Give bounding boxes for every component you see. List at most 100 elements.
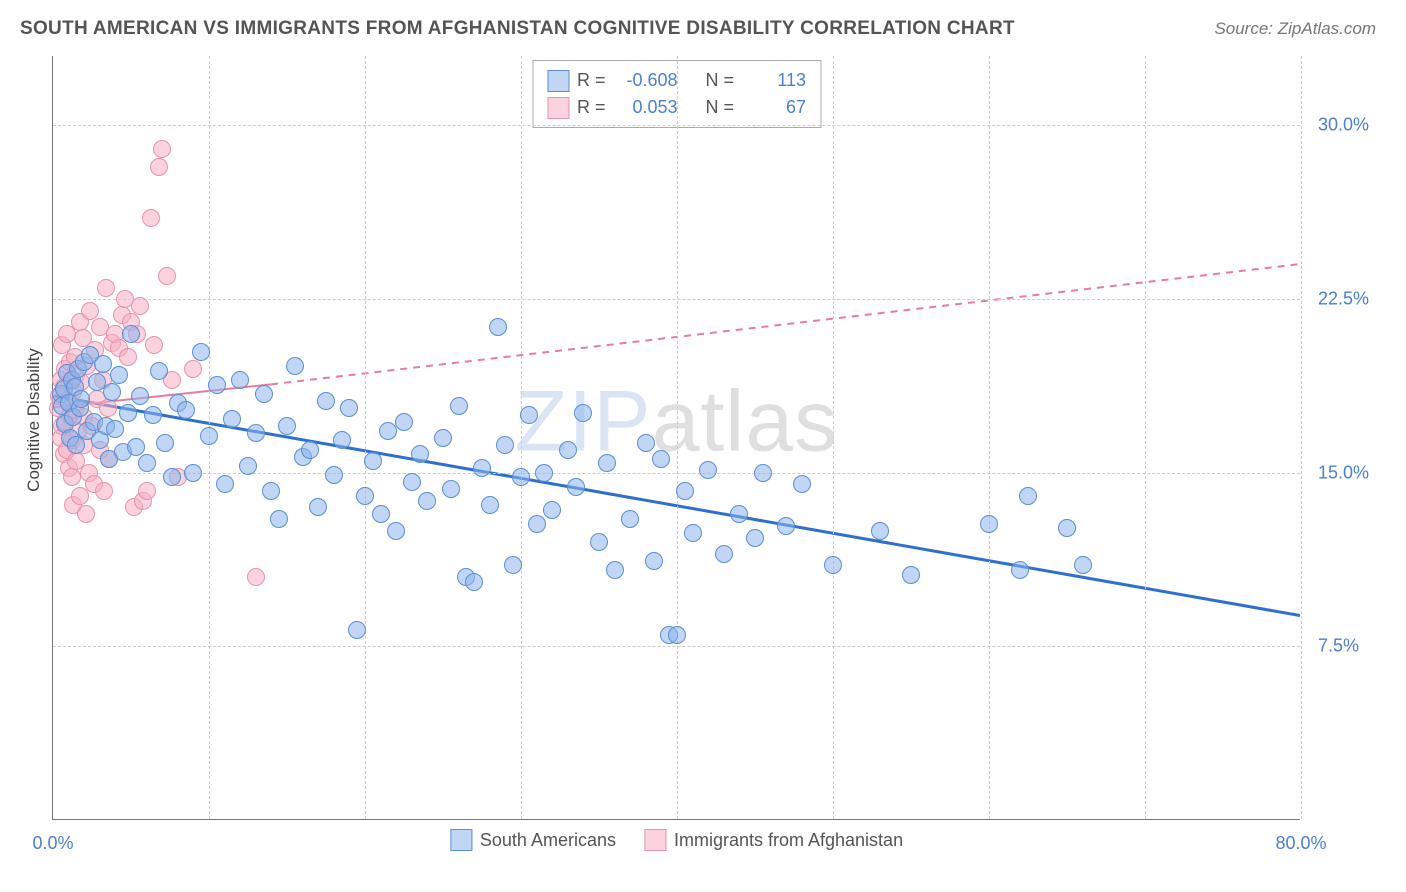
data-point-blue bbox=[177, 401, 195, 419]
data-point-blue bbox=[652, 450, 670, 468]
swatch-pink bbox=[547, 97, 569, 119]
data-point-blue bbox=[1074, 556, 1092, 574]
swatch-blue bbox=[547, 70, 569, 92]
data-point-blue bbox=[418, 492, 436, 510]
data-point-blue bbox=[684, 524, 702, 542]
y-tick-label: 15.0% bbox=[1318, 462, 1398, 483]
data-point-blue bbox=[364, 452, 382, 470]
data-point-blue bbox=[119, 404, 137, 422]
data-point-blue bbox=[777, 517, 795, 535]
data-point-blue bbox=[340, 399, 358, 417]
data-point-pink bbox=[150, 158, 168, 176]
data-point-pink bbox=[63, 468, 81, 486]
data-point-blue bbox=[559, 441, 577, 459]
data-point-pink bbox=[77, 505, 95, 523]
data-point-pink bbox=[81, 302, 99, 320]
data-point-blue bbox=[286, 357, 304, 375]
data-point-blue bbox=[567, 478, 585, 496]
data-point-blue bbox=[239, 457, 257, 475]
data-point-blue bbox=[512, 468, 530, 486]
data-point-blue bbox=[247, 424, 265, 442]
data-point-blue bbox=[110, 366, 128, 384]
legend-label-pink: Immigrants from Afghanistan bbox=[674, 830, 903, 851]
legend-label-blue: South Americans bbox=[480, 830, 616, 851]
y-axis-label: Cognitive Disability bbox=[24, 348, 44, 492]
data-point-blue bbox=[317, 392, 335, 410]
data-point-blue bbox=[144, 406, 162, 424]
data-point-pink bbox=[184, 360, 202, 378]
data-point-blue bbox=[621, 510, 639, 528]
data-point-pink bbox=[97, 279, 115, 297]
swatch-blue bbox=[450, 829, 472, 851]
data-point-blue bbox=[473, 459, 491, 477]
source-label: Source: ZipAtlas.com bbox=[1214, 19, 1376, 39]
data-point-blue bbox=[122, 325, 140, 343]
data-point-blue bbox=[481, 496, 499, 514]
data-point-blue bbox=[598, 454, 616, 472]
data-point-blue bbox=[150, 362, 168, 380]
data-point-blue bbox=[231, 371, 249, 389]
gridline-v bbox=[833, 56, 834, 819]
data-point-blue bbox=[372, 505, 390, 523]
gridline-v bbox=[1301, 56, 1302, 819]
data-point-blue bbox=[200, 427, 218, 445]
data-point-blue bbox=[871, 522, 889, 540]
data-point-blue bbox=[333, 431, 351, 449]
data-point-blue bbox=[106, 420, 124, 438]
data-point-blue bbox=[504, 556, 522, 574]
bottom-legend: South Americans Immigrants from Afghanis… bbox=[450, 829, 903, 851]
data-point-pink bbox=[145, 336, 163, 354]
n-label: N = bbox=[706, 67, 735, 94]
watermark-atlas: atlas bbox=[652, 374, 839, 470]
data-point-blue bbox=[465, 573, 483, 591]
data-point-blue bbox=[699, 461, 717, 479]
data-point-blue bbox=[278, 417, 296, 435]
data-point-blue bbox=[574, 404, 592, 422]
data-point-blue bbox=[348, 621, 366, 639]
gridline-v bbox=[365, 56, 366, 819]
data-point-blue bbox=[156, 434, 174, 452]
data-point-blue bbox=[270, 510, 288, 528]
data-point-blue bbox=[980, 515, 998, 533]
data-point-pink bbox=[131, 297, 149, 315]
data-point-blue bbox=[192, 343, 210, 361]
data-point-pink bbox=[99, 399, 117, 417]
x-tick-start: 0.0% bbox=[32, 833, 73, 854]
data-point-pink bbox=[119, 348, 137, 366]
data-point-pink bbox=[158, 267, 176, 285]
data-point-blue bbox=[496, 436, 514, 454]
data-point-blue bbox=[131, 387, 149, 405]
data-point-blue bbox=[730, 505, 748, 523]
data-point-pink bbox=[142, 209, 160, 227]
watermark-zip: ZIP bbox=[515, 374, 652, 470]
data-point-pink bbox=[153, 140, 171, 158]
data-point-blue bbox=[301, 441, 319, 459]
chart-title: SOUTH AMERICAN VS IMMIGRANTS FROM AFGHAN… bbox=[20, 18, 1015, 40]
data-point-blue bbox=[411, 445, 429, 463]
data-point-blue bbox=[395, 413, 413, 431]
gridline-v bbox=[521, 56, 522, 819]
data-point-pink bbox=[95, 482, 113, 500]
data-point-blue bbox=[325, 466, 343, 484]
data-point-blue bbox=[715, 545, 733, 563]
n-value-pink: 67 bbox=[742, 94, 806, 121]
x-tick-end: 80.0% bbox=[1275, 833, 1326, 854]
data-point-blue bbox=[127, 438, 145, 456]
data-point-blue bbox=[309, 498, 327, 516]
gridline-v bbox=[677, 56, 678, 819]
data-point-blue bbox=[403, 473, 421, 491]
data-point-blue bbox=[793, 475, 811, 493]
n-value-blue: 113 bbox=[742, 67, 806, 94]
swatch-pink bbox=[644, 829, 666, 851]
legend-item-pink: Immigrants from Afghanistan bbox=[644, 829, 903, 851]
data-point-blue bbox=[138, 454, 156, 472]
data-point-blue bbox=[356, 487, 374, 505]
data-point-blue bbox=[637, 434, 655, 452]
chart-plot-area: ZIPatlas R = -0.608 N = 113 R = 0.053 N … bbox=[52, 56, 1300, 820]
data-point-blue bbox=[1011, 561, 1029, 579]
data-point-blue bbox=[434, 429, 452, 447]
data-point-blue bbox=[902, 566, 920, 584]
y-tick-label: 7.5% bbox=[1318, 636, 1398, 657]
data-point-blue bbox=[184, 464, 202, 482]
data-point-blue bbox=[72, 390, 90, 408]
